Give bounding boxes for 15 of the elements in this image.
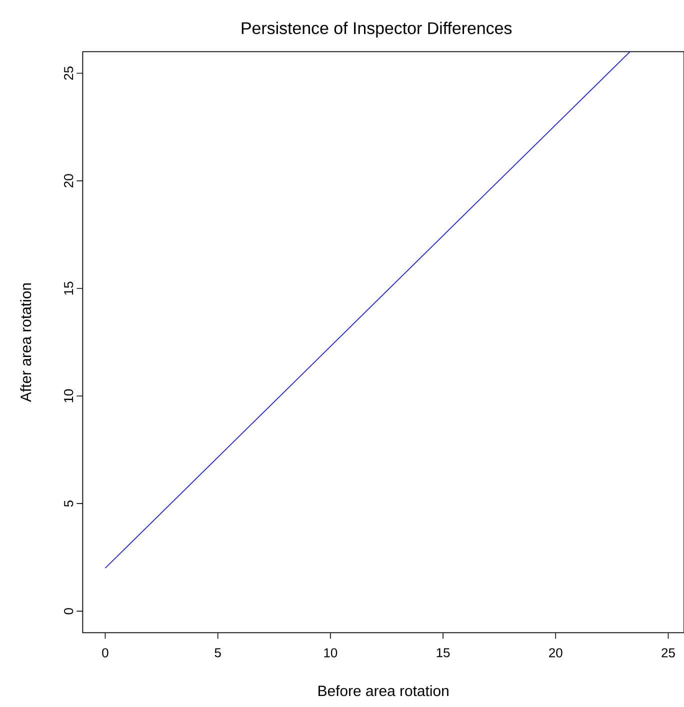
x-axis-title: Before area rotation xyxy=(318,685,448,696)
x-tick-label: 0 xyxy=(102,648,108,658)
y-tick-label: 0 xyxy=(64,608,74,614)
y-tick-label: 20 xyxy=(64,174,74,188)
chart-title: Persistence of Inspector Differences xyxy=(242,22,512,38)
y-axis-title: After area rotation xyxy=(20,283,32,402)
y-tick-label: 5 xyxy=(64,500,74,507)
x-tick-label: 15 xyxy=(436,648,450,658)
x-tick-label: 10 xyxy=(324,648,338,658)
y-tick-label: 25 xyxy=(64,66,74,80)
y-tick-label: 10 xyxy=(64,389,74,402)
y-tick-label: 15 xyxy=(64,282,74,295)
x-tick-label: 20 xyxy=(549,648,562,658)
x-tick-label: 5 xyxy=(214,648,221,658)
x-tick-label: 25 xyxy=(662,648,675,658)
